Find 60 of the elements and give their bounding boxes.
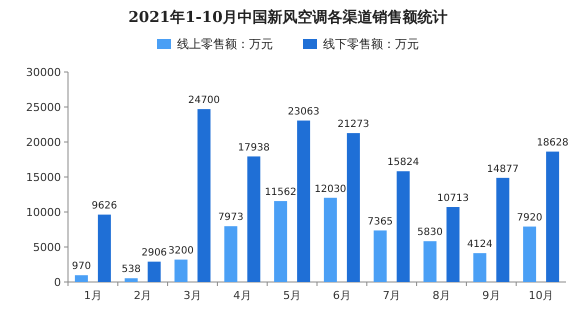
bar: [496, 178, 510, 282]
data-label: 23063: [288, 106, 320, 118]
x-tick-label: 9月: [482, 289, 500, 302]
data-label: 10713: [437, 193, 469, 204]
data-label: 4124: [467, 239, 493, 250]
x-tick-label: 2月: [134, 289, 152, 302]
bar: [148, 262, 161, 282]
x-tick-label: 1月: [84, 289, 102, 302]
data-label: 21273: [337, 119, 370, 130]
x-tick-label: 5月: [283, 289, 302, 302]
bar: [473, 253, 486, 282]
y-tick-label: 25000: [26, 101, 61, 114]
x-tick-label: 10月: [528, 289, 554, 302]
data-label: 18628: [536, 138, 569, 149]
chart-title: 2021年1-10月中国新风空调各渠道销售额统计: [128, 8, 448, 26]
data-label: 11562: [264, 187, 297, 198]
bar: [324, 198, 337, 282]
bar: [174, 260, 188, 282]
data-label: 538: [122, 264, 141, 276]
y-tick-label: 15000: [26, 171, 61, 184]
x-tick-label: 8月: [432, 289, 450, 302]
bar: [446, 207, 460, 282]
bar: [224, 226, 238, 282]
data-label: 24700: [188, 95, 220, 106]
bar: [98, 214, 111, 282]
x-tick-label: 4月: [233, 289, 252, 302]
bar: [124, 278, 138, 282]
bar: [374, 230, 387, 282]
bar: [297, 120, 310, 282]
data-label: 12030: [314, 184, 346, 195]
y-tick-label: 0: [54, 276, 61, 289]
bar: [546, 152, 560, 282]
bar: [74, 275, 88, 282]
y-tick-label: 30000: [26, 66, 61, 79]
bar: [198, 109, 210, 282]
legend-label: 线下零售额：万元: [323, 37, 419, 51]
y-tick-label: 10000: [26, 206, 61, 219]
bar: [523, 226, 536, 282]
data-label: 970: [72, 261, 91, 272]
data-label: 7920: [516, 212, 542, 224]
bar: [274, 201, 288, 282]
data-label: 14877: [486, 164, 519, 175]
x-tick-label: 3月: [184, 289, 202, 302]
data-label: 7365: [367, 216, 393, 228]
y-tick-label: 20000: [26, 136, 61, 149]
bar: [346, 133, 360, 282]
x-tick-label: 7月: [382, 289, 401, 302]
x-tick-label: 6月: [332, 289, 351, 302]
data-label: 17938: [238, 142, 270, 154]
data-label: 15824: [387, 157, 420, 168]
y-tick-label: 5000: [33, 241, 61, 254]
data-label: 3200: [168, 246, 194, 257]
bar: [396, 171, 410, 282]
data-label: 9626: [92, 200, 118, 212]
data-label: 5830: [417, 227, 443, 238]
data-label: 2906: [141, 248, 167, 259]
legend-label: 线上零售额：万元: [177, 37, 273, 51]
data-label: 7973: [218, 212, 244, 224]
bar: [424, 241, 436, 282]
bar: [247, 156, 260, 282]
